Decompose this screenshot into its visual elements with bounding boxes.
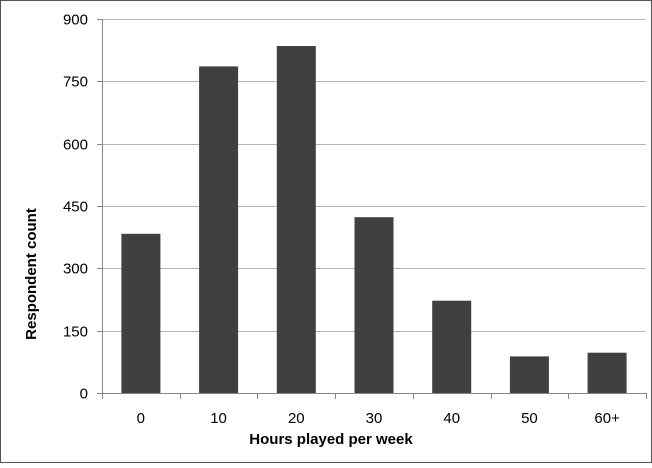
axes: [97, 19, 647, 399]
bar-40: [432, 300, 472, 393]
x-tick-labels: 0 10 20 30 40 50 60+: [137, 410, 620, 427]
x-tick-label: 10: [210, 410, 227, 427]
bar-10: [199, 66, 239, 394]
x-tick-label: 60+: [594, 410, 620, 427]
bar-20: [276, 46, 316, 393]
y-tick-labels: 0 150 300 450 600 750 900: [63, 12, 88, 403]
y-tick-label: 150: [63, 324, 88, 341]
bar-30: [354, 217, 394, 393]
bar-0: [121, 233, 161, 393]
y-tick-label: 450: [63, 199, 88, 216]
x-axis-title: Hours played per week: [249, 431, 413, 448]
bars: [121, 46, 627, 394]
x-tick-label: 40: [443, 410, 460, 427]
gridlines: [102, 19, 646, 332]
y-tick-label: 600: [63, 137, 88, 154]
y-tick-label: 900: [63, 12, 88, 29]
bar-50: [509, 356, 549, 393]
x-tick-label: 20: [288, 410, 305, 427]
bar-60plus: [587, 352, 627, 393]
x-tick-label: 0: [137, 410, 145, 427]
x-tick-label: 30: [366, 410, 383, 427]
y-axis-title: Respondent count: [23, 208, 40, 340]
y-tick-label: 300: [63, 261, 88, 278]
y-tick-label: 750: [63, 74, 88, 91]
x-tick-label: 50: [521, 410, 538, 427]
y-tick-label: 0: [80, 386, 88, 403]
